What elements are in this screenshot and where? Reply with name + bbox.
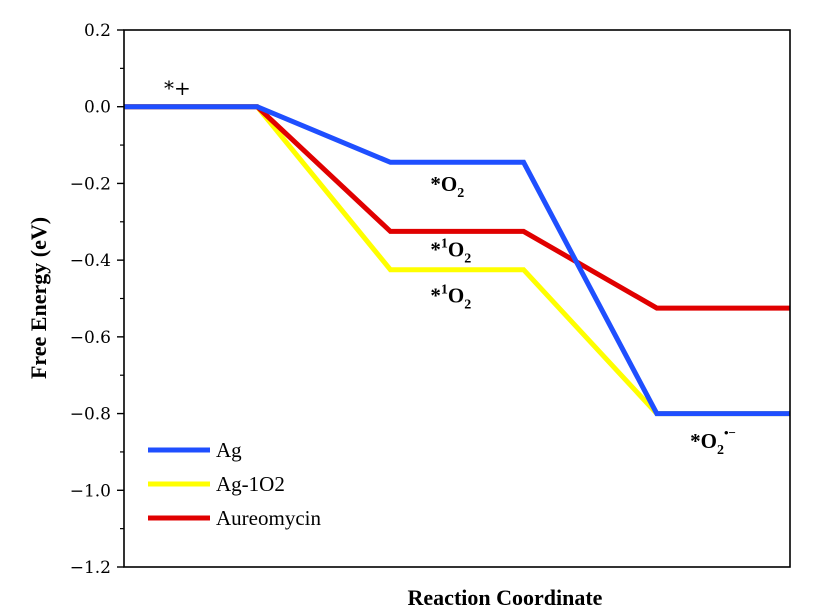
series-line-ag <box>124 104 790 417</box>
y-tick-label: −0.6 <box>70 328 111 348</box>
annotation-start: *+ <box>164 76 191 100</box>
series-line-aureomycin <box>124 104 790 311</box>
annotation-aur-1o2: *1O2 <box>430 236 471 266</box>
plot-frame <box>123 29 791 568</box>
axis-ticks <box>117 29 124 568</box>
annotations: *+ *O2 *1O2 *1O2 *O2•− <box>164 76 736 458</box>
annotation-ag1o2-1o2: *1O2 <box>430 282 471 312</box>
legend-label: Aureomycin <box>216 506 321 530</box>
y-axis-title: Free Energy (eV) <box>26 217 51 379</box>
x-axis-title: Reaction Coordinate <box>408 585 603 610</box>
y-tick-label: −0.8 <box>70 405 111 425</box>
series-lines <box>124 104 790 417</box>
y-tick-label: 0.0 <box>84 98 111 118</box>
y-tick-label: −0.4 <box>70 251 111 271</box>
legend: Ag Ag-1O2 Aureomycin <box>148 438 321 530</box>
y-tick-label: 0.2 <box>84 21 111 41</box>
legend-label: Ag-1O2 <box>216 472 285 496</box>
legend-label: Ag <box>216 438 242 462</box>
annotation-superoxide: *O2•− <box>690 425 736 458</box>
y-tick-labels: 0.2 0.0 −0.2 −0.4 −0.6 −0.8 −1.0 −1.2 <box>70 21 111 578</box>
y-tick-label: −0.2 <box>70 174 111 194</box>
y-tick-label: −1.2 <box>70 558 111 578</box>
annotation-ag-o2: *O2 <box>430 172 464 201</box>
y-tick-label: −1.0 <box>70 481 111 501</box>
